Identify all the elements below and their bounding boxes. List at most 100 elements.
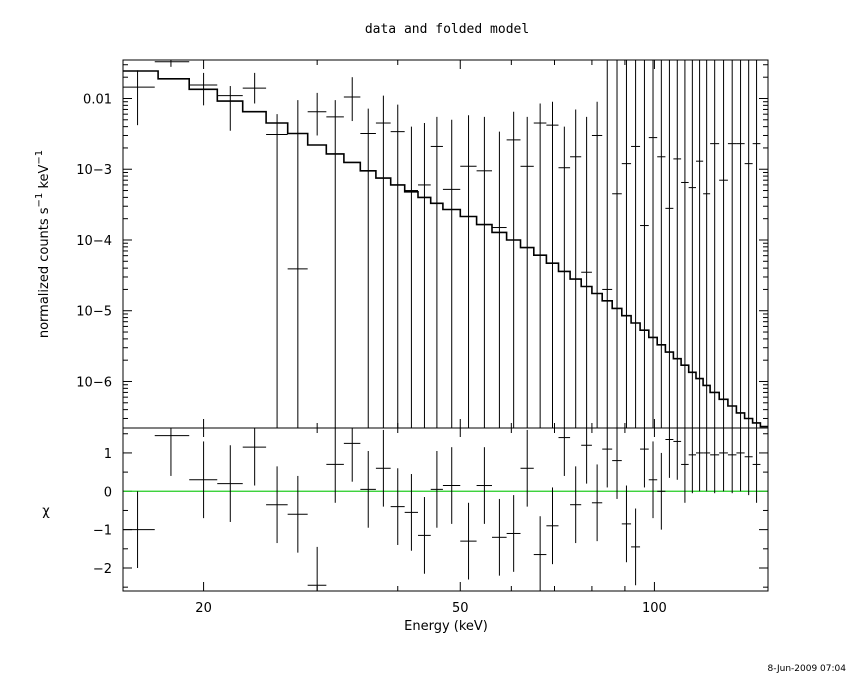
model-curve [123, 70, 768, 428]
residual-point [326, 428, 344, 503]
bottom-panel: 1 0 −1 −2 χ [42, 427, 769, 592]
residual-point [390, 468, 405, 545]
residual-point [189, 441, 218, 519]
data-point [287, 100, 308, 428]
data-point [326, 100, 344, 428]
y-tick-label: 1 [104, 447, 112, 462]
residual-point [287, 475, 308, 553]
x-tick-label: 20 [195, 601, 212, 616]
data-point [695, 60, 704, 428]
data-point [673, 60, 682, 428]
residual-point [266, 466, 288, 544]
residual-point [430, 451, 443, 528]
ylabel-unit: keV [37, 164, 52, 192]
x-tick-labels: 20 50 100 [195, 601, 667, 616]
ylabel-main: normalized counts s [37, 207, 52, 338]
residual-point [375, 429, 391, 507]
residual-point [752, 428, 761, 503]
residual-point [621, 485, 632, 563]
residual-point [703, 428, 711, 492]
data-point [492, 131, 507, 428]
top-panel-ylabel: normalized counts s−1 keV−1 [34, 150, 52, 338]
data-point [602, 60, 613, 428]
data-point [727, 60, 737, 428]
data-point [533, 103, 547, 428]
data-point [688, 60, 696, 428]
y-tick-label: 10−4 [76, 234, 112, 249]
data-point [418, 123, 431, 428]
data-point [520, 116, 534, 428]
data-point [123, 70, 155, 126]
residual-point [460, 502, 477, 580]
residual-point [404, 474, 419, 551]
data-point [266, 114, 288, 428]
residual-point [602, 428, 613, 488]
data-point [476, 116, 493, 428]
residual-point [710, 428, 720, 494]
residual-point [217, 445, 243, 522]
data-point [681, 60, 689, 428]
bottom-panel-ylabel: χ [42, 504, 50, 519]
y-tick-label: 10−3 [76, 163, 112, 178]
data-point [591, 101, 603, 428]
data-point [621, 60, 632, 428]
data-point [404, 126, 419, 428]
top-panel: 0.01 10−3 10−4 10−5 10−6 normalized counts s… [34, 59, 769, 429]
residual-point [533, 516, 547, 591]
data-point [390, 104, 405, 428]
data-point [631, 60, 641, 428]
data-point [242, 72, 267, 104]
residual-point [520, 429, 534, 507]
residual-point [612, 428, 622, 499]
residual-point [570, 466, 582, 544]
residual-point [418, 497, 431, 574]
residual-point [648, 441, 658, 519]
ylabel-exp1: −1 [34, 193, 45, 208]
chart-title: data and folded model [365, 22, 529, 37]
data-point [460, 115, 477, 428]
residual-point [506, 495, 521, 572]
timestamp-footer: 8-Jun-2009 07:04 [768, 664, 847, 674]
residual-point [343, 428, 361, 482]
y-tick-label: 10−5 [76, 305, 112, 320]
residual-point [744, 428, 753, 496]
residual-point [492, 498, 507, 576]
data-point [581, 116, 592, 428]
residual-point [681, 428, 689, 503]
data-point [375, 95, 391, 428]
residual-point [154, 428, 190, 476]
data-point [744, 60, 753, 428]
residual-point [673, 428, 682, 480]
residual-point [688, 428, 696, 494]
residual-point [558, 428, 571, 476]
residual-point [242, 428, 267, 486]
bottom-panel-frame [122, 427, 769, 592]
data-point [430, 116, 443, 428]
y-tick-label: −1 [93, 524, 112, 539]
residual-point [476, 447, 493, 524]
data-point [217, 86, 243, 131]
data-point [558, 126, 571, 428]
residual-point [123, 491, 155, 568]
data-point [703, 60, 711, 428]
residual-point [307, 546, 327, 591]
residual-point [665, 428, 674, 478]
x-tick-label: 50 [452, 601, 469, 616]
residual-point [695, 428, 704, 492]
data-point [612, 60, 622, 428]
data-point [648, 60, 658, 428]
data-point [752, 60, 761, 428]
residual-point [581, 428, 592, 484]
model-step-line [123, 70, 768, 428]
residual-point [442, 447, 461, 524]
residual-point [631, 508, 641, 586]
residual-points [123, 428, 761, 591]
data-point [546, 101, 559, 428]
data-point [506, 111, 521, 428]
y-tick-label: −2 [93, 562, 112, 577]
data-point [360, 108, 376, 428]
residual-point [736, 428, 745, 492]
data-point [442, 119, 461, 428]
data-point [657, 60, 666, 428]
